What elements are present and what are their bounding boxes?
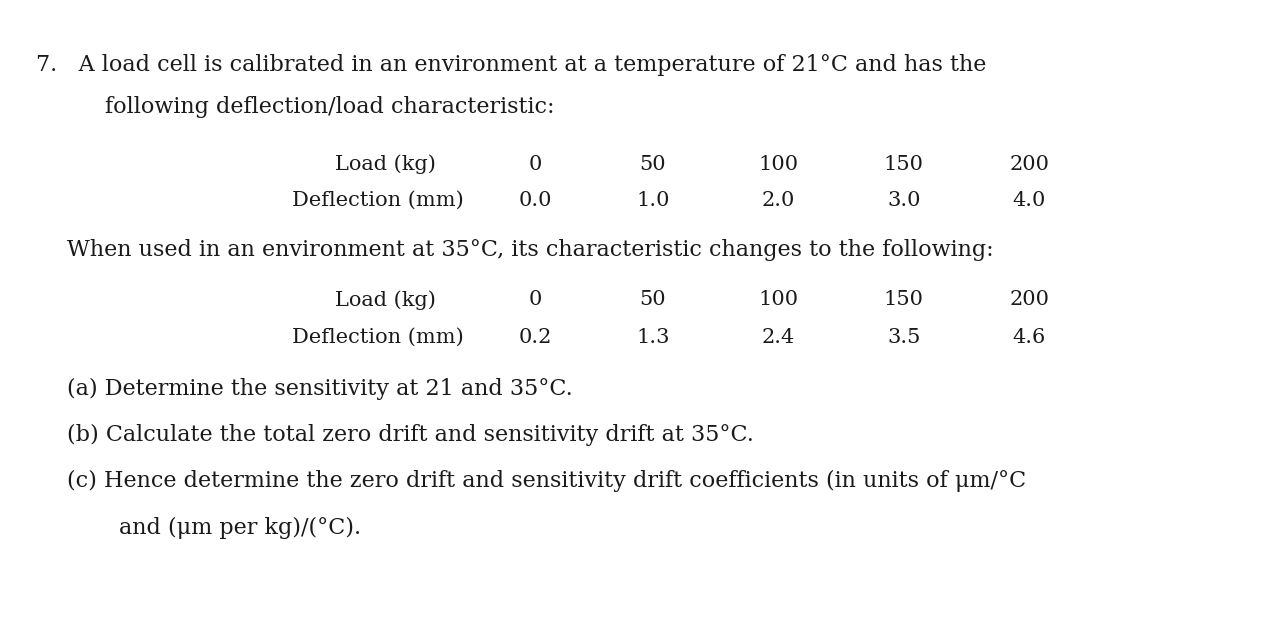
Text: 150: 150 bbox=[883, 155, 924, 174]
Text: 2.4: 2.4 bbox=[762, 328, 795, 347]
Text: Deflection (mm): Deflection (mm) bbox=[292, 191, 463, 210]
Text: (a) Determine the sensitivity at 21 and 35°C.: (a) Determine the sensitivity at 21 and … bbox=[67, 378, 572, 401]
Text: Deflection (mm): Deflection (mm) bbox=[292, 328, 463, 347]
Text: 3.0: 3.0 bbox=[887, 191, 920, 210]
Text: 50: 50 bbox=[640, 290, 666, 309]
Text: following deflection/load characteristic:: following deflection/load characteristic… bbox=[105, 96, 554, 118]
Text: Load (kg): Load (kg) bbox=[335, 290, 436, 310]
Text: 1.3: 1.3 bbox=[636, 328, 669, 347]
Text: 150: 150 bbox=[883, 290, 924, 309]
Text: When used in an environment at 35°C, its characteristic changes to the following: When used in an environment at 35°C, its… bbox=[67, 239, 993, 261]
Text: 4.0: 4.0 bbox=[1012, 191, 1046, 210]
Text: (b) Calculate the total zero drift and sensitivity drift at 35°C.: (b) Calculate the total zero drift and s… bbox=[67, 424, 754, 447]
Text: 4.6: 4.6 bbox=[1012, 328, 1046, 347]
Text: 100: 100 bbox=[758, 155, 799, 174]
Text: (c) Hence determine the zero drift and sensitivity drift coefficients (in units : (c) Hence determine the zero drift and s… bbox=[67, 470, 1025, 493]
Text: 0.2: 0.2 bbox=[518, 328, 552, 347]
Text: 200: 200 bbox=[1009, 155, 1050, 174]
Text: 200: 200 bbox=[1009, 290, 1050, 309]
Text: 50: 50 bbox=[640, 155, 666, 174]
Text: 1.0: 1.0 bbox=[636, 191, 669, 210]
Text: 7.   A load cell is calibrated in an environment at a temperature of 21°C and ha: 7. A load cell is calibrated in an envir… bbox=[36, 54, 986, 77]
Text: and (μm per kg)/(°C).: and (μm per kg)/(°C). bbox=[119, 516, 361, 539]
Text: 0: 0 bbox=[529, 290, 541, 309]
Text: 2.0: 2.0 bbox=[762, 191, 795, 210]
Text: 0.0: 0.0 bbox=[518, 191, 552, 210]
Text: 100: 100 bbox=[758, 290, 799, 309]
Text: 3.5: 3.5 bbox=[887, 328, 920, 347]
Text: Load (kg): Load (kg) bbox=[335, 154, 436, 174]
Text: 0: 0 bbox=[529, 155, 541, 174]
